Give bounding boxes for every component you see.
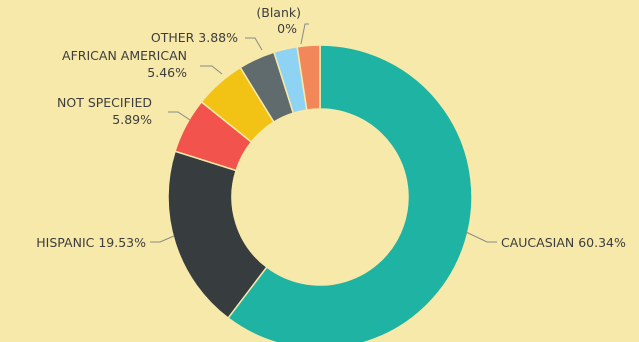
leader-african-american (200, 65, 223, 75)
label-blank-value: 0% (277, 21, 297, 36)
donut-slices (167, 44, 473, 342)
label-african-american-name: AFRICAN AMERICAN (62, 48, 187, 63)
label-other: OTHER 3.88% (151, 30, 238, 45)
label-not-specified-name: NOT SPECIFIED (57, 95, 152, 110)
label-hispanic: HISPANIC 19.53% (36, 235, 146, 250)
label-caucasian: CAUCASIAN 60.34% (501, 235, 626, 250)
label-african-american-value: 5.46% (147, 65, 187, 80)
label-blank-name: (Blank) (256, 5, 301, 20)
label-not-specified-value: 5.89% (112, 112, 152, 127)
leader-blank (300, 23, 309, 45)
leader-other (245, 37, 263, 51)
slice-hispanic (167, 150, 268, 320)
leader-hispanic (150, 235, 175, 243)
leader-caucasian (465, 231, 497, 243)
slice-blank (296, 44, 321, 111)
leader-not-specified (168, 111, 191, 121)
slice-caucasian (226, 44, 473, 342)
